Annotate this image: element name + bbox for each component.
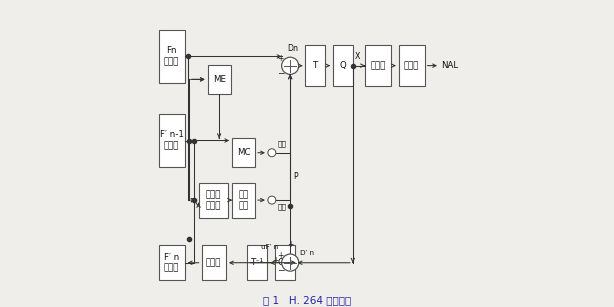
Text: 帧内
预测: 帧内 预测	[238, 190, 249, 210]
Bar	[333, 45, 353, 86]
Text: Dn: Dn	[288, 44, 299, 52]
Text: 熵编码: 熵编码	[404, 61, 419, 70]
Circle shape	[268, 196, 276, 204]
Text: −: −	[277, 68, 284, 78]
Text: 选择帧
内预测: 选择帧 内预测	[205, 190, 220, 210]
Text: T⁻¹: T⁻¹	[251, 258, 264, 267]
Text: F′ n-1
参考帧: F′ n-1 参考帧	[160, 130, 184, 150]
Text: 滤波器: 滤波器	[206, 258, 222, 267]
Text: uF′ n: uF′ n	[262, 244, 279, 251]
Text: 帧内: 帧内	[278, 203, 286, 210]
Circle shape	[282, 57, 299, 74]
Circle shape	[268, 149, 276, 157]
Text: X: X	[354, 52, 360, 61]
Bar	[232, 138, 255, 167]
Bar	[275, 245, 295, 280]
Bar	[232, 183, 255, 218]
Text: Fn
当前帧: Fn 当前帧	[164, 46, 179, 67]
Bar	[201, 245, 226, 280]
Bar	[365, 45, 391, 86]
Bar	[247, 245, 267, 280]
Text: +: +	[287, 240, 293, 250]
Text: Q⁻¹: Q⁻¹	[278, 258, 292, 267]
Text: NAL: NAL	[441, 61, 459, 70]
Text: F′ n
重建帧: F′ n 重建帧	[164, 253, 179, 273]
Text: 图 1   H. 264 编码流程: 图 1 H. 264 编码流程	[263, 295, 351, 305]
Text: 重排序: 重排序	[370, 61, 386, 70]
Bar	[398, 45, 425, 86]
Text: Q: Q	[340, 61, 346, 70]
Text: MC: MC	[237, 148, 251, 157]
Bar	[159, 114, 185, 167]
Circle shape	[282, 254, 299, 271]
Text: −: −	[277, 265, 284, 274]
Text: D′ n: D′ n	[300, 251, 314, 256]
Bar	[159, 245, 185, 280]
Text: +: +	[278, 251, 284, 260]
Bar	[159, 30, 185, 83]
Text: 帧间: 帧间	[278, 140, 286, 147]
Text: ME: ME	[212, 75, 225, 84]
Text: +: +	[272, 255, 279, 265]
Text: +: +	[278, 54, 284, 63]
Text: P: P	[293, 172, 298, 181]
Text: T: T	[313, 61, 318, 70]
Bar	[198, 183, 228, 218]
Bar	[208, 65, 231, 94]
Bar	[306, 45, 325, 86]
